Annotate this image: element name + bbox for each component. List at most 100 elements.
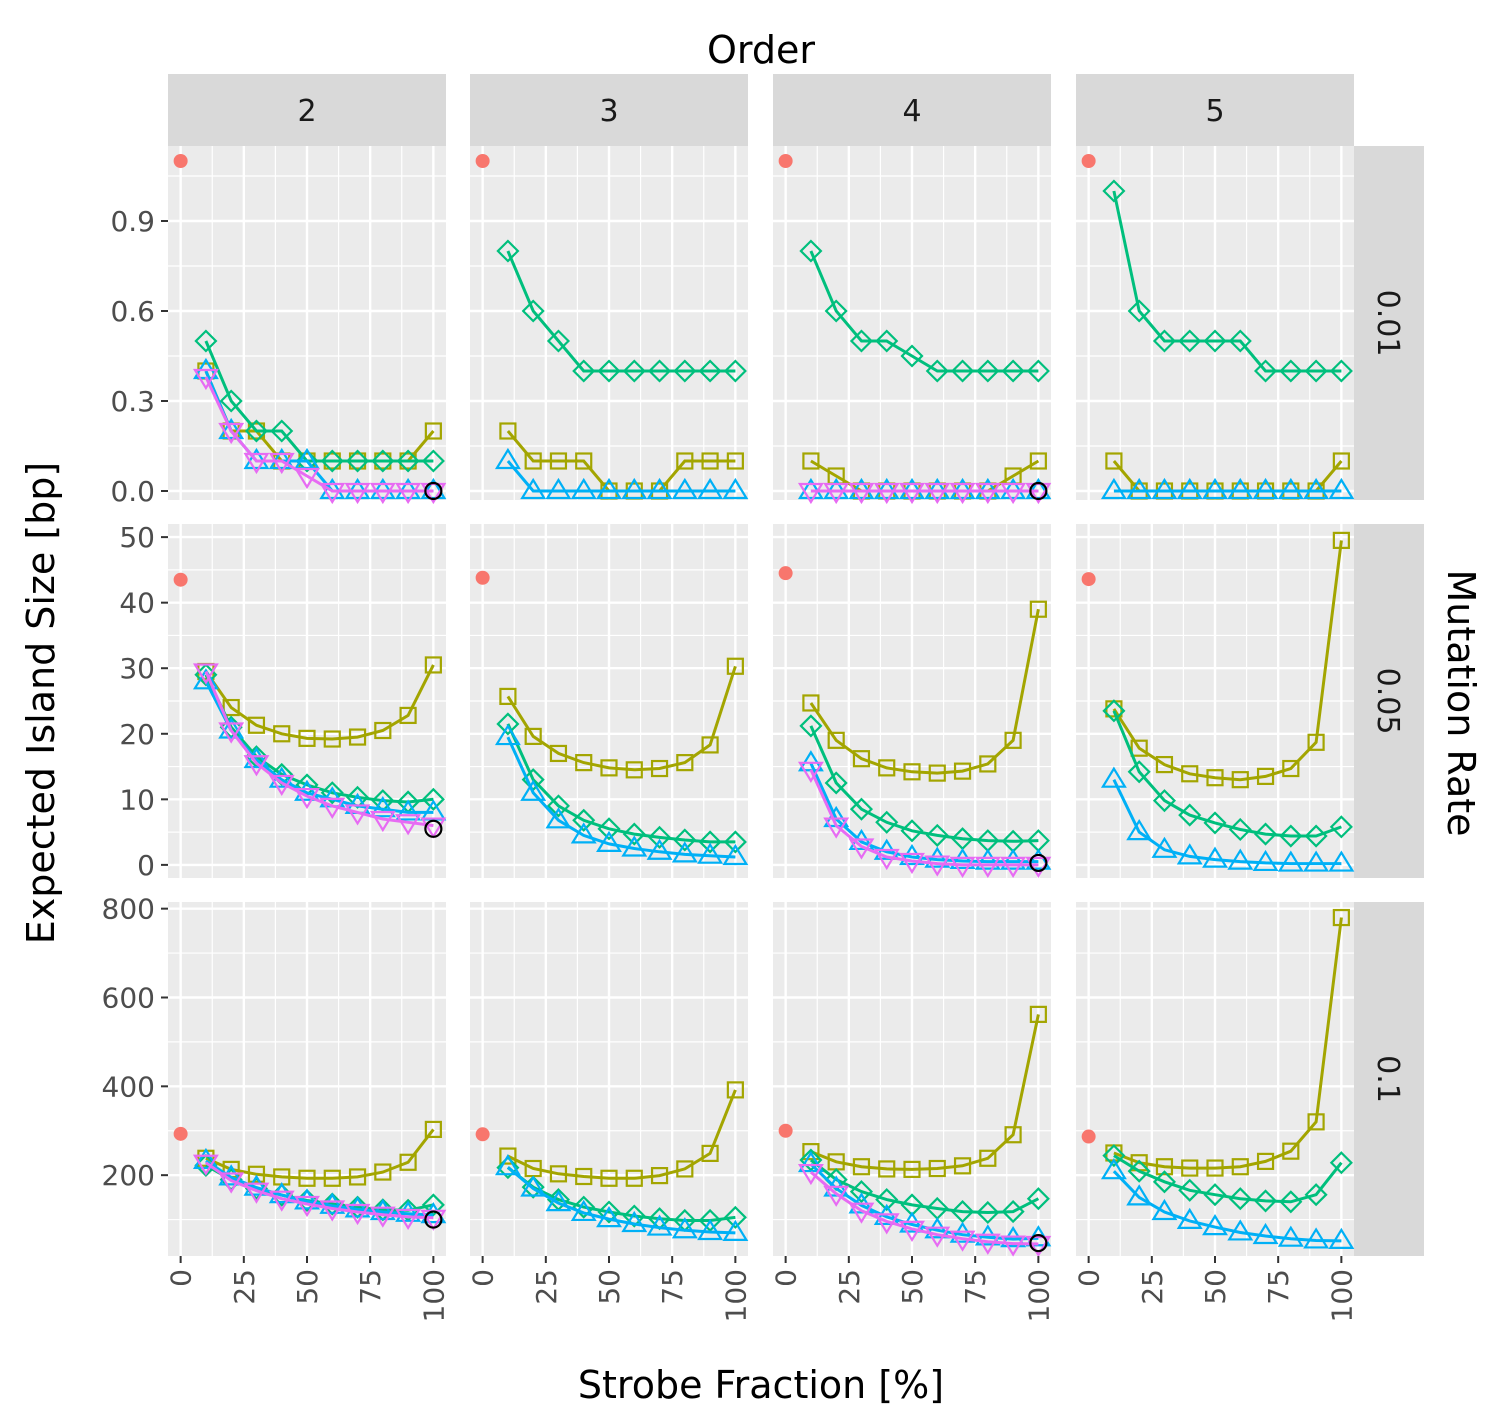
data-point — [570, 477, 597, 500]
data-point — [1176, 843, 1203, 865]
data-point — [671, 841, 698, 863]
series-s6 — [424, 481, 443, 501]
data-point — [778, 566, 793, 581]
data-point — [671, 477, 698, 500]
data-point — [802, 1143, 820, 1161]
series-s1 — [475, 1127, 490, 1142]
facet-panel — [1076, 902, 1355, 1256]
data-point — [320, 449, 344, 473]
series-s1 — [1081, 572, 1096, 587]
data-point — [848, 838, 875, 860]
y-tick-label: 40 — [119, 587, 155, 620]
data-point — [1102, 699, 1126, 723]
data-point — [173, 1126, 188, 1141]
data-point — [499, 422, 517, 440]
data-point — [600, 1169, 618, 1187]
data-point — [802, 694, 820, 712]
data-point — [219, 389, 243, 413]
data-point — [979, 1149, 997, 1167]
x-tick-label: 0 — [165, 1269, 198, 1287]
series-s4 — [494, 723, 749, 866]
data-point — [722, 477, 749, 500]
data-point — [875, 329, 899, 353]
data-point — [903, 1160, 921, 1178]
data-point — [395, 477, 422, 500]
data-point — [218, 722, 245, 744]
data-point — [722, 843, 749, 866]
data-point — [650, 1167, 669, 1185]
x-tick-label: 25 — [228, 1269, 261, 1305]
x-tick-label: 25 — [1136, 1269, 1169, 1305]
data-point — [345, 449, 370, 473]
x-tick-label: 25 — [833, 1269, 866, 1305]
data-point — [521, 299, 545, 323]
data-point — [949, 856, 976, 878]
data-point — [218, 717, 245, 739]
data-point — [1000, 1235, 1027, 1257]
data-point — [424, 422, 442, 440]
data-point — [344, 1203, 371, 1226]
data-point — [622, 822, 646, 846]
y-tick-label: 30 — [119, 652, 155, 685]
data-point — [395, 799, 422, 821]
series-line — [204, 664, 435, 741]
data-point — [596, 1206, 622, 1228]
data-point — [1303, 850, 1330, 872]
data-point — [701, 736, 719, 754]
data-point — [222, 698, 240, 717]
row-strip-label: 0.1 — [1370, 1055, 1405, 1103]
data-point — [1203, 329, 1227, 353]
data-point — [1029, 452, 1047, 470]
data-point — [925, 359, 949, 383]
data-point — [1178, 329, 1202, 353]
data-point — [875, 1188, 899, 1212]
y-tick-label: 0 — [137, 849, 155, 882]
data-point — [852, 1158, 871, 1176]
data-point — [173, 572, 188, 587]
data-point — [499, 1147, 517, 1165]
data-point — [1328, 477, 1355, 500]
data-point — [802, 452, 820, 470]
data-point — [1001, 359, 1025, 383]
series-s4 — [1100, 477, 1355, 500]
data-point — [1202, 477, 1228, 500]
data-point — [243, 1174, 270, 1196]
data-point — [575, 452, 593, 470]
data-point — [268, 447, 295, 470]
data-point — [424, 1210, 443, 1229]
data-point — [697, 477, 724, 500]
series-s5 — [797, 761, 1052, 878]
data-point — [395, 814, 422, 836]
data-point — [546, 329, 571, 353]
data-point — [546, 794, 571, 818]
data-point — [647, 359, 672, 383]
facet-panel — [1076, 524, 1355, 878]
series-line — [506, 250, 736, 373]
y-tick-label: 600 — [102, 981, 155, 1014]
series-line — [507, 1089, 737, 1180]
x-tick-label: 50 — [1199, 1269, 1232, 1305]
y-tick-label: 0.6 — [110, 295, 155, 328]
series-s1 — [778, 154, 793, 168]
data-point — [496, 239, 520, 263]
data-point — [1282, 759, 1300, 778]
data-point — [1227, 848, 1254, 870]
data-point — [849, 1180, 874, 1204]
series-line — [1113, 1154, 1343, 1204]
data-point — [1279, 1190, 1303, 1214]
series-line — [506, 736, 736, 859]
data-point — [823, 477, 850, 500]
data-point — [1328, 1227, 1355, 1249]
y-tick-label: 0.9 — [110, 205, 155, 238]
series-line — [809, 762, 1039, 864]
data-point — [1181, 1159, 1199, 1177]
data-point — [475, 154, 490, 168]
data-point — [374, 1163, 392, 1181]
column-strip-label: 2 — [297, 94, 316, 129]
data-point — [294, 467, 320, 490]
data-point — [1303, 1227, 1330, 1249]
data-point — [873, 848, 900, 871]
data-point — [268, 774, 295, 797]
data-point — [496, 1156, 520, 1180]
data-point — [873, 477, 900, 500]
